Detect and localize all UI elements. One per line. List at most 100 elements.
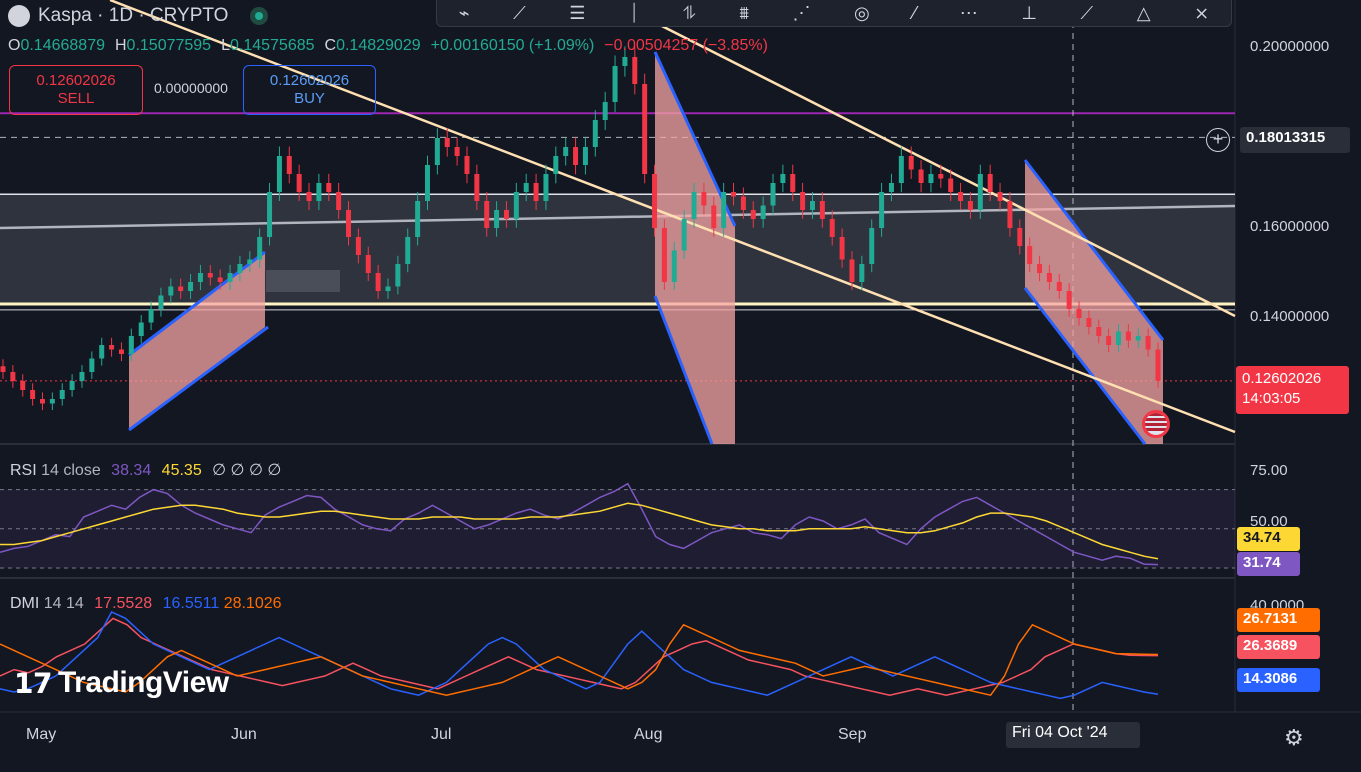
candle-body [701,192,707,206]
candle-body [178,286,184,291]
measure-tool-icon[interactable]: ⊥ [1021,2,1038,23]
candle-body [582,147,588,165]
sell-button[interactable]: 0.12602026 SELL [9,65,143,115]
candle-body [99,345,105,359]
candle-body [444,138,450,147]
candle-body [168,286,174,296]
candle-body [859,264,865,282]
live-status-icon [250,7,269,25]
channel-edge [1023,159,1165,341]
candle-body [1017,228,1023,246]
sell-price: 0.12602026 [36,72,116,89]
tradingview-logo: 𝟭𝟳 TradingView [14,666,229,700]
horizontal-line-tool-icon[interactable]: ☰ [569,2,586,23]
settings-icon[interactable]: ⚙ [1284,725,1304,750]
candle-body [671,250,677,282]
candle-body [326,183,332,192]
candle-body [346,210,352,237]
trendline-tool-icon[interactable]: ⟋ [513,2,526,23]
channel-tool-icon[interactable]: ⥮ [682,2,696,23]
rsi-tag: 31.74 [1237,552,1300,576]
candle-body [355,237,361,255]
symbol-header[interactable]: Kaspa · 1D · CRYPTO [8,5,269,27]
candle-body [296,174,302,192]
low-label: L [221,37,230,54]
channel-edge [128,325,269,432]
candle-body [227,273,233,282]
candle-body [316,183,322,201]
candle-body [148,309,154,323]
vertical-line-tool-icon[interactable]: ⏐ [628,2,640,23]
triangle-tool-icon[interactable]: △ [1136,2,1151,23]
candle-body [484,201,490,228]
time-label: May [26,726,57,743]
candle-body [849,259,855,282]
candle-body [612,66,618,102]
pattern-tool-icon[interactable]: ⋰ [792,2,811,23]
candle-body [424,165,430,201]
candle-body [869,228,875,264]
candle-body [59,390,65,399]
candle-body [49,399,55,404]
pitchfork-tool-icon[interactable]: ⩩ [739,2,749,23]
trendline-lower [109,0,1236,434]
rsi-ma-tag: 34.74 [1237,527,1300,551]
candle-body [661,228,667,282]
channel-edge [1023,287,1147,445]
drawing-toolbar[interactable]: ⌁ ⟋ ☰ ⏐ ⥮ ⩩ ⋰ ◎ ⁄ ⋯ ⊥ ⟋ △ ⨯ [436,0,1232,27]
candle-body [415,201,421,237]
candle-body [1007,201,1013,228]
candle-body [898,156,904,183]
candle-body [750,210,756,219]
dmi-series-line [0,623,1159,697]
xabcd-tool-icon[interactable]: ⨯ [1194,2,1210,23]
candle-body [276,156,282,192]
candle-body [642,84,648,174]
dmi-minus-tag: 14.3086 [1237,668,1320,692]
circle-tool-icon[interactable]: ◎ [854,2,870,23]
buy-button[interactable]: 0.12602026 BUY [243,65,376,115]
candle-body [454,147,460,156]
candle-body [809,201,815,210]
small-zone [266,270,340,292]
add-alert-icon[interactable]: + [1206,128,1230,152]
candle-body [632,57,638,84]
candle-body [39,399,45,404]
candle-body [395,264,401,287]
candle-body [464,156,470,174]
candle-body [1096,327,1102,336]
trendline-upper [649,18,1236,318]
rsi-params: 14 close [41,462,101,479]
rsi-legend[interactable]: RSI 14 close 38.34 45.35 ∅ ∅ ∅ ∅ [10,460,281,480]
price-tick: 0.16000000 [1250,218,1330,235]
candle-body [434,138,440,165]
symbol-title[interactable]: Kaspa · 1D · CRYPTO [38,5,229,26]
path-tool-icon[interactable]: ⋯ [959,2,978,23]
time-label: Sep [838,726,867,743]
candle-body [1076,309,1082,318]
candle-body [1155,349,1161,381]
last-price-tag: 0.12602026 14:03:05 [1236,366,1349,414]
candle-body [1086,318,1092,327]
dmi-legend[interactable]: DMI 14 14 17.5528 16.5511 28.1026 [10,595,282,613]
candle-body [1037,264,1043,273]
candle-body [247,259,253,264]
buy-price: 0.12602026 [269,72,350,89]
open-value: 0.14668879 [20,37,105,54]
fib-tool-icon[interactable]: ⟋ [1080,2,1094,23]
channel-drop [655,52,735,444]
brush-tool-icon[interactable]: ⁄ [913,2,917,23]
cursor-tool-icon[interactable]: ⌁ [458,2,470,23]
high-label: H [114,37,127,54]
us-flag-icon[interactable] [1142,410,1170,438]
price-tick: 0.14000000 [1250,308,1330,325]
candle-body [997,192,1003,201]
candle-body [118,349,124,354]
rsi-value: 38.34 [111,462,152,479]
channel-edge [653,295,714,445]
tradingview-logo-icon: 𝟭𝟳 [14,667,52,699]
candle-body [918,169,924,183]
candle-body [948,178,954,192]
